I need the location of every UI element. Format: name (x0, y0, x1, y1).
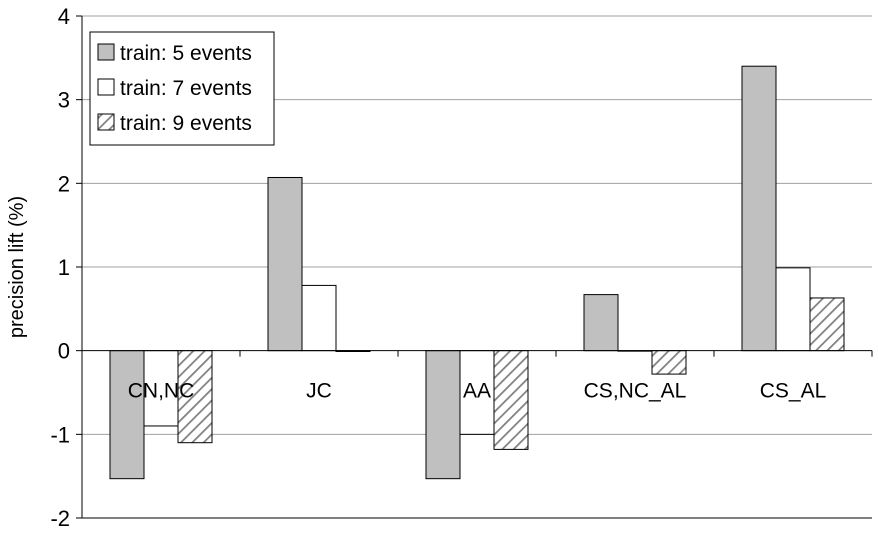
category-label: CN,NC (128, 380, 195, 403)
y-tick-labels: -2 -1 0 1 2 3 4 (50, 4, 70, 531)
bar-aa-series-3 (493, 350, 529, 450)
bar-cs-nc-al-series-3 (651, 350, 687, 375)
category-label: AA (463, 380, 491, 403)
legend-box (89, 31, 275, 146)
y-tick-label: 3 (58, 88, 70, 113)
bar-jc-series-2 (301, 284, 337, 352)
category-labels: CN,NC JC AA CS,NC_AL CS_AL (128, 380, 827, 403)
y-axis-title: precision lift (%) (6, 196, 28, 338)
legend-label: train: 5 events (120, 42, 252, 65)
legend-swatch (97, 78, 115, 96)
legend-swatch (97, 43, 115, 61)
bar-cs-al-series-3 (809, 297, 845, 352)
category-label: CS_AL (760, 380, 827, 403)
category-label: JC (306, 380, 332, 403)
legend-label: train: 7 events (120, 77, 252, 100)
bar-cs-al-series-1 (741, 65, 777, 352)
y-tick-label: 1 (58, 255, 70, 280)
legend-swatch (97, 113, 115, 131)
y-tick-label: 2 (58, 171, 70, 196)
bars (109, 65, 845, 480)
bar-cs-nc-al-series-1 (583, 294, 619, 352)
y-tick-label: -1 (50, 422, 70, 447)
legend: train: 5 events train: 7 events train: 9 e… (89, 31, 275, 146)
y-tick-label: -2 (50, 506, 70, 531)
bar-cn-nc-series-1 (109, 350, 145, 480)
category-label: CS,NC_AL (584, 380, 687, 403)
bar-jc-series-1 (267, 176, 303, 352)
y-tick-label: 0 (58, 339, 70, 364)
bar-aa-series-1 (425, 350, 461, 480)
bar-cs-al-series-2 (775, 267, 811, 352)
legend-label: train: 9 events (120, 112, 252, 135)
axes (76, 15, 873, 519)
bar-cn-nc-series-3 (177, 350, 213, 444)
bar-aa-series-2 (459, 350, 495, 435)
y-tick-label: 4 (58, 4, 70, 29)
